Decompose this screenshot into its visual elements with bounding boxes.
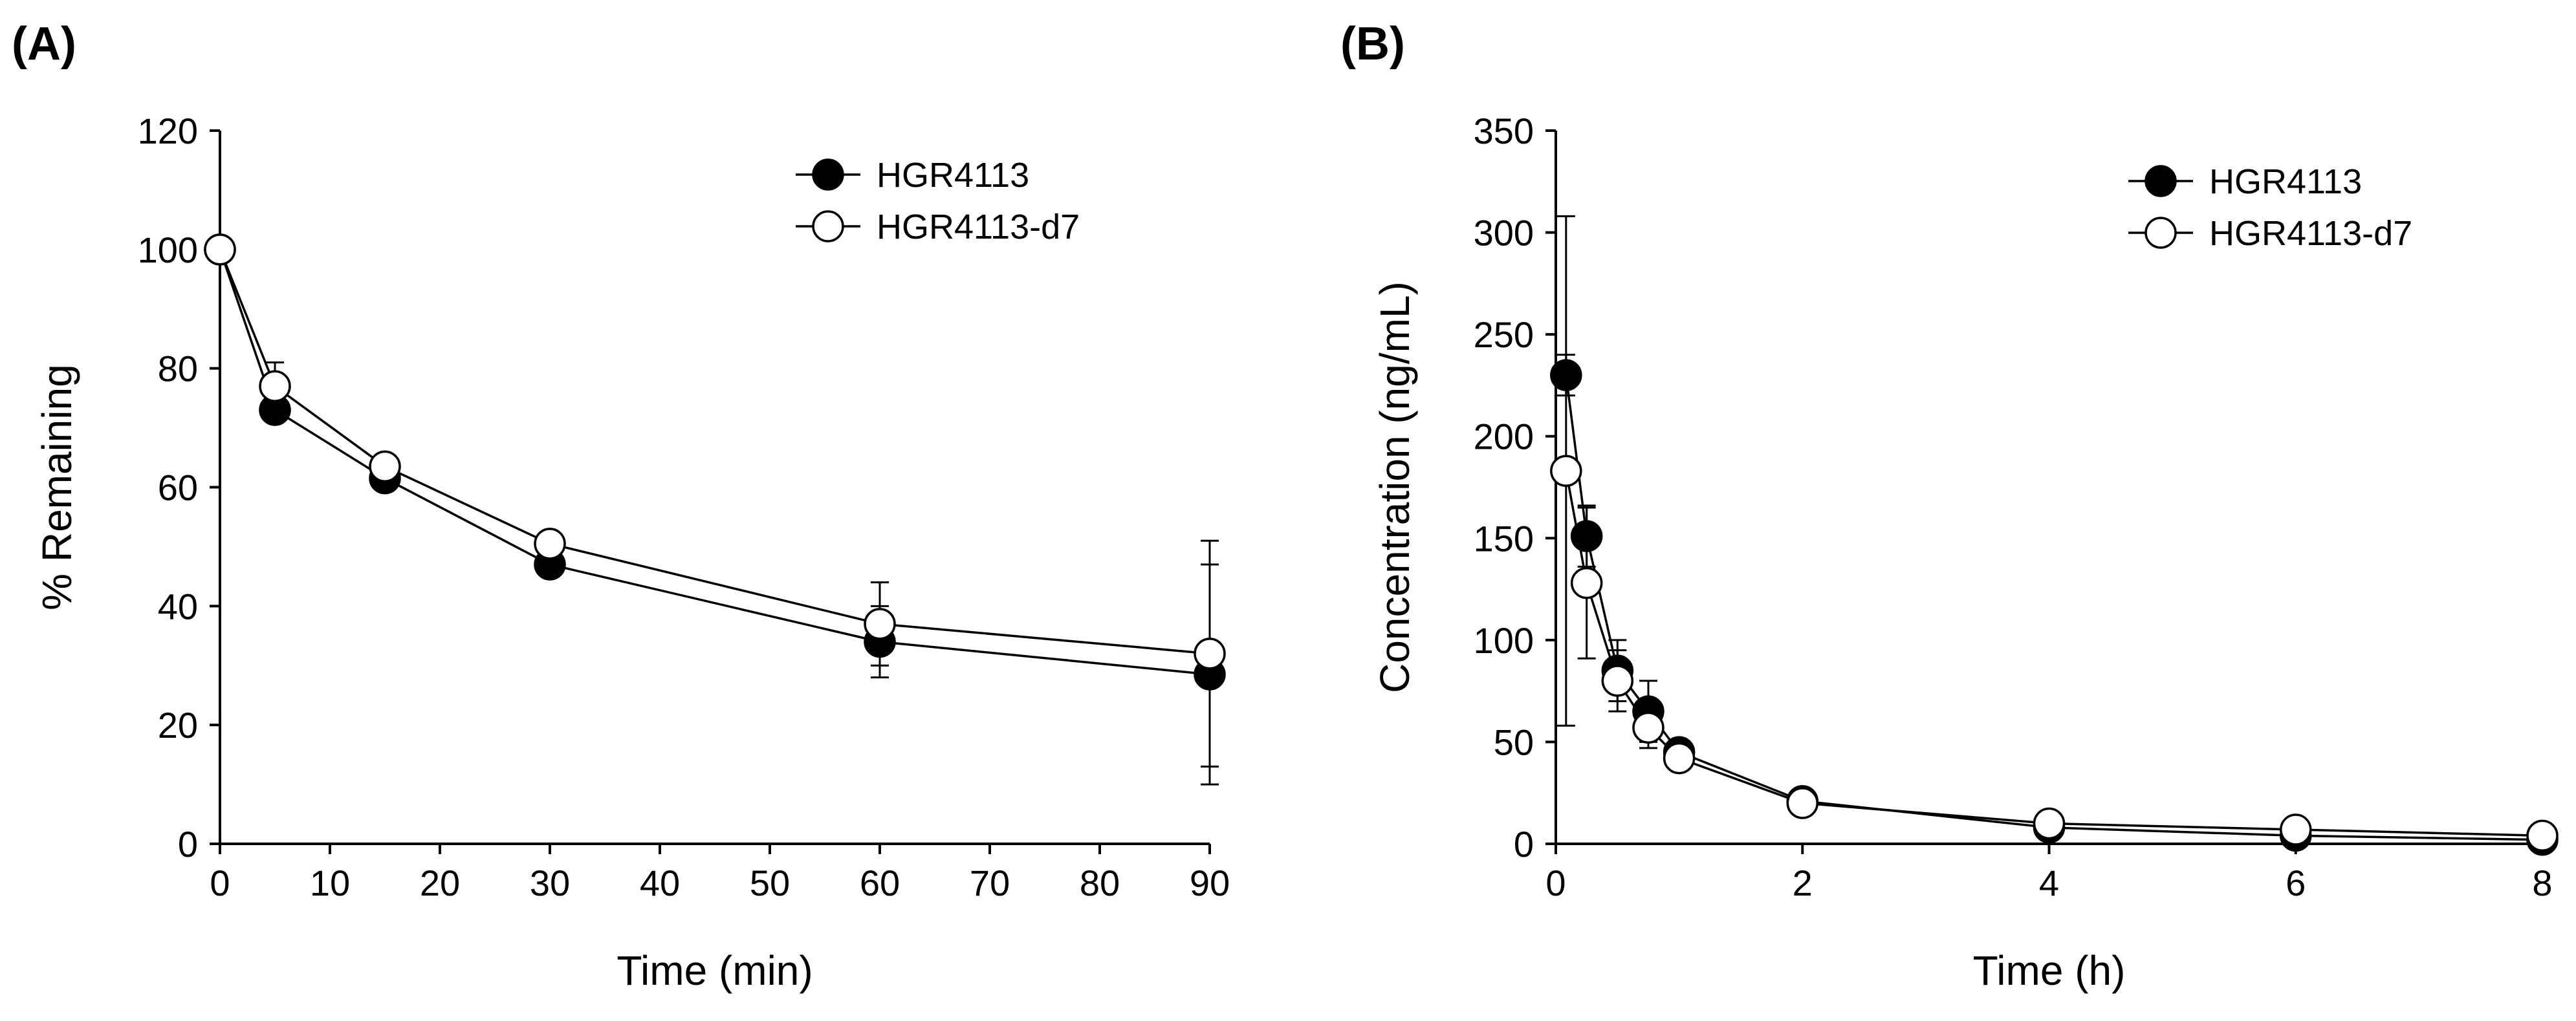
y-tick-label: 100 (138, 230, 198, 270)
y-tick-label: 300 (1474, 213, 1534, 253)
y-tick-label: 0 (178, 824, 198, 865)
y-tick-label: 350 (1474, 111, 1534, 151)
series-HGR4113-d7 (1550, 215, 2559, 852)
x-tick-label: 4 (2039, 863, 2059, 903)
data-point-open (1663, 742, 1696, 775)
legend-label: HGR4113 (877, 156, 1029, 195)
x-tick-label: 50 (750, 863, 790, 903)
x-tick-label: 30 (530, 863, 570, 903)
panel-a-label: (A) (12, 18, 76, 70)
x-tick-label: 20 (420, 863, 460, 903)
y-tick-label: 60 (158, 468, 198, 508)
data-point-open (1570, 566, 1603, 599)
x-tick-label: 0 (1545, 863, 1566, 903)
data-point-open (369, 450, 401, 483)
data-point-open (1194, 638, 1226, 670)
legend-marker-open (812, 210, 844, 242)
y-tick-label: 200 (1474, 416, 1534, 457)
x-tick-label: 0 (210, 863, 230, 903)
y-tick-label: 80 (158, 349, 198, 389)
series-line (219, 249, 1210, 655)
data-point-open (864, 608, 896, 640)
legend-marker-filled (812, 158, 844, 191)
y-tick-label: 20 (158, 705, 198, 746)
x-tick-label: 10 (310, 863, 350, 903)
series-line (1565, 470, 2543, 837)
data-point-open (2526, 819, 2559, 852)
y-axis-title: Concentration (ng/mL) (1371, 281, 1418, 693)
data-point-open (534, 528, 566, 560)
series-line (219, 249, 1210, 676)
y-tick-label: 120 (138, 111, 198, 151)
data-point-open (204, 233, 236, 266)
data-point-open (2033, 807, 2066, 840)
data-point-open (2280, 813, 2312, 846)
y-tick-label: 150 (1474, 518, 1534, 559)
y-axis-title: % Remaining (34, 364, 80, 610)
x-tick-label: 60 (860, 863, 900, 903)
panel-a: 0 10 20 30 40 50 60 70 80 90 0 20 40 60 80 100 120 Time (… (34, 111, 1230, 994)
series-HGR4113 (1550, 354, 2559, 856)
data-point-open (1550, 455, 1582, 488)
series-HGR4113 (204, 233, 1226, 786)
data-point-open (1601, 665, 1634, 697)
legend-label: HGR4113-d7 (877, 208, 1080, 246)
y-tick-label: 250 (1474, 314, 1534, 355)
y-tick-label: 100 (1474, 620, 1534, 661)
x-tick-label: 8 (2532, 863, 2552, 903)
legend-marker-filled (2145, 165, 2177, 197)
x-tick-label: 2 (1793, 863, 1813, 903)
panel-b-label: (B) (1340, 18, 1405, 70)
x-tick-label: 40 (640, 863, 680, 903)
data-point-open (1786, 787, 1818, 819)
legend-marker-open (2145, 217, 2177, 249)
y-tick-label: 40 (158, 586, 198, 627)
x-tick-label: 6 (2286, 863, 2306, 903)
series-HGR4113-d7 (204, 233, 1226, 768)
panel-b: 0 2 4 6 8 0 50 100 150 200 250 300 350 Time (h) Concen… (1371, 111, 2559, 994)
legend-label: HGR4113 (2209, 162, 2362, 201)
x-tick-label: 70 (970, 863, 1010, 903)
data-point-open (259, 370, 291, 402)
y-tick-label: 50 (1494, 722, 1534, 762)
x-tick-label: 90 (1190, 863, 1230, 903)
x-tick-label: 80 (1080, 863, 1120, 903)
legend-label: HGR4113-d7 (2209, 214, 2412, 253)
y-tick-label: 0 (1514, 824, 1534, 865)
x-axis-title: Time (min) (617, 947, 813, 994)
data-point-open (1632, 711, 1665, 744)
x-axis-title: Time (h) (1973, 947, 2126, 994)
